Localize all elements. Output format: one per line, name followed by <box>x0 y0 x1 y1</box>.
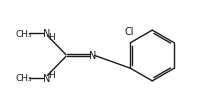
Text: CH₃: CH₃ <box>15 29 32 38</box>
Text: N: N <box>88 51 96 61</box>
Text: H: H <box>47 32 54 41</box>
Text: CH₃: CH₃ <box>15 74 32 83</box>
Text: N: N <box>43 29 50 39</box>
Text: N: N <box>43 73 50 83</box>
Text: H: H <box>47 71 54 80</box>
Text: Cl: Cl <box>124 26 133 36</box>
